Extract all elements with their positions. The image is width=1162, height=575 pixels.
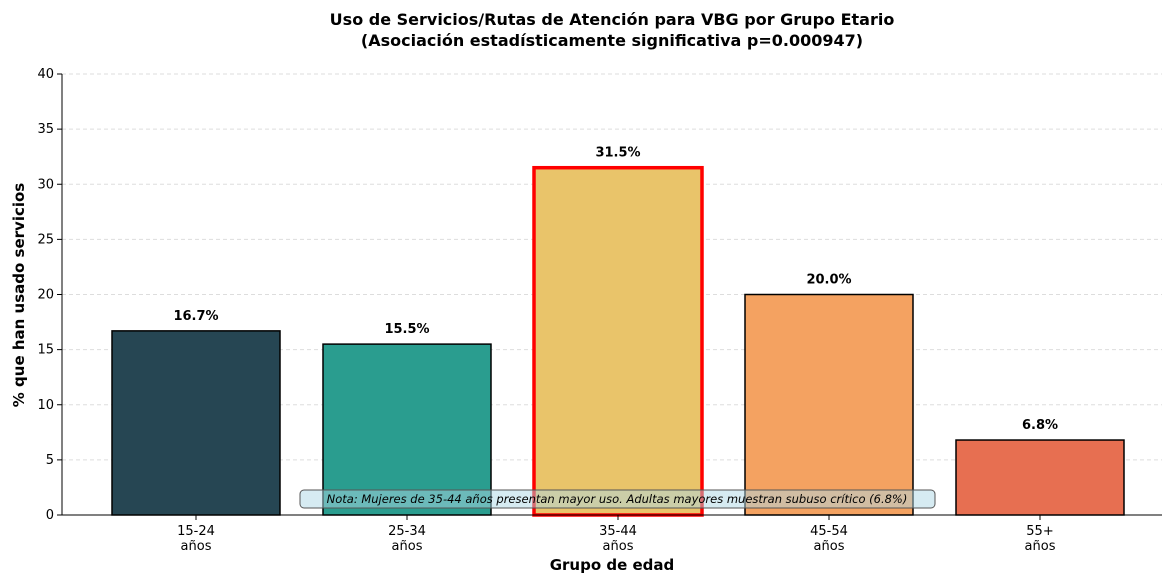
- bar: [955, 439, 1125, 516]
- y-tick-label: 35: [37, 122, 54, 137]
- value-label: 31.5%: [595, 146, 640, 161]
- y-tick-label: 20: [37, 288, 54, 303]
- y-tick-label: 40: [37, 67, 54, 82]
- annotation-box: [299, 489, 936, 509]
- x-tick-label: 45-54 años: [810, 524, 848, 554]
- value-label: 20.0%: [806, 273, 851, 288]
- x-tick-label: 35-44 años: [599, 524, 637, 554]
- y-axis-label: % que han usado servicios: [10, 183, 28, 408]
- value-label: 16.7%: [173, 309, 218, 324]
- bar: [532, 165, 704, 517]
- bar: [322, 343, 492, 516]
- y-tick-label: 10: [37, 398, 54, 413]
- annotation: Nota: Mujeres de 35-44 años presentan ma…: [327, 492, 908, 506]
- y-tick-label: 0: [46, 508, 54, 523]
- x-axis-label: Grupo de edad: [550, 556, 675, 574]
- bar: [111, 330, 281, 516]
- x-tick-label: 55+ años: [1025, 524, 1056, 554]
- value-label: 6.8%: [1022, 418, 1058, 433]
- chart-subtitle: (Asociación estadísticamente significati…: [361, 31, 863, 50]
- bar: [744, 293, 914, 516]
- y-tick-label: 30: [37, 177, 54, 192]
- x-tick-label: 25-34 años: [388, 524, 426, 554]
- y-tick-label: 15: [37, 343, 54, 358]
- x-tick-label: 15-24 años: [177, 524, 215, 554]
- y-tick-label: 25: [37, 232, 54, 247]
- chart-title: Uso de Servicios/Rutas de Atención para …: [330, 10, 895, 29]
- value-label: 15.5%: [384, 322, 429, 337]
- y-tick-label: 5: [46, 453, 54, 468]
